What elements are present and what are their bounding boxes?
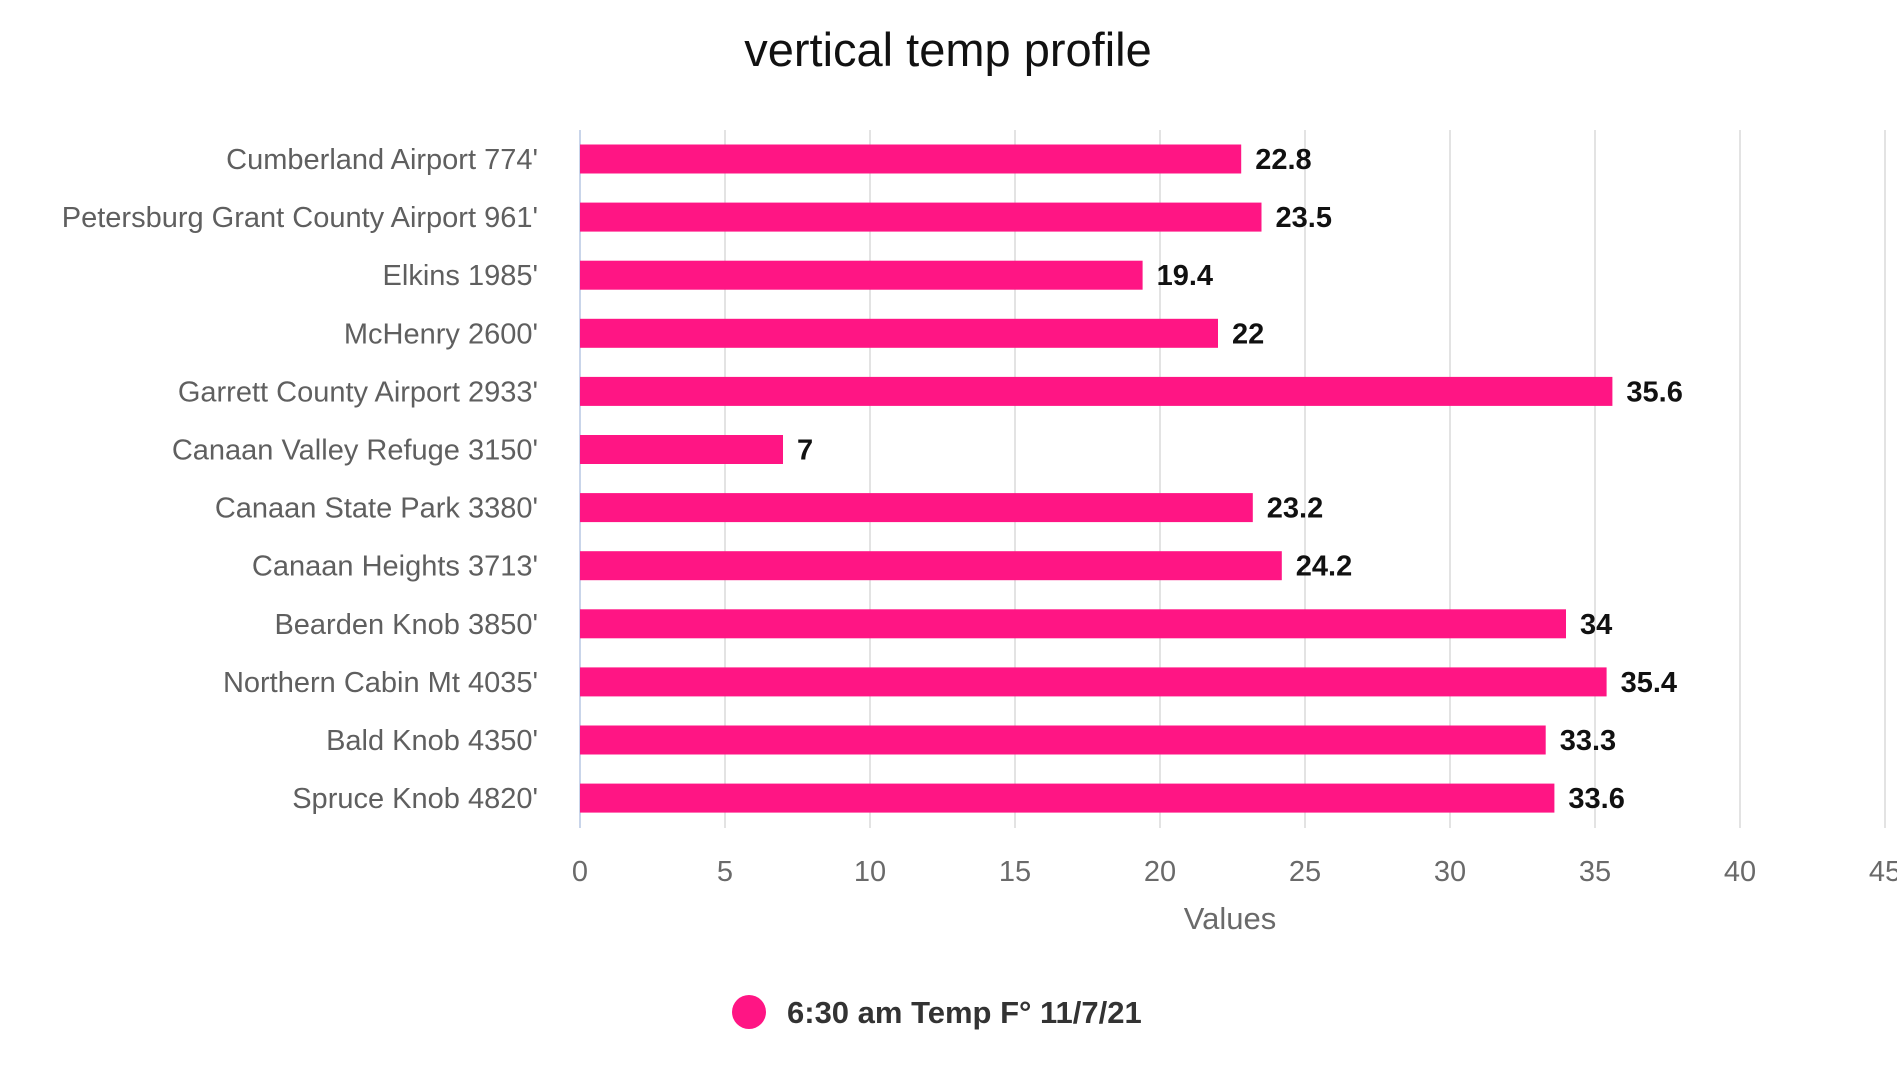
data-label: 19.4	[1157, 260, 1213, 292]
bar[interactable]	[580, 260, 1143, 290]
bar[interactable]	[580, 144, 1242, 174]
legend-label: 6:30 am Temp F° 11/7/21	[787, 995, 1142, 1030]
data-label: 35.6	[1626, 376, 1682, 408]
bar[interactable]	[580, 318, 1218, 348]
x-tick-label: 35	[1579, 856, 1611, 888]
category-label: Elkins 1985'	[383, 260, 538, 292]
category-label: Petersburg Grant County Airport 961'	[62, 202, 538, 234]
x-axis-ticks: 0 5 10 15 20 25 30 35 40 45	[572, 856, 1897, 888]
category-label: Garrett County Airport 2933'	[178, 376, 538, 408]
bar[interactable]	[580, 493, 1253, 523]
data-label: 33.6	[1568, 783, 1624, 815]
category-label: Canaan Valley Refuge 3150'	[172, 435, 538, 467]
data-label: 24.2	[1296, 551, 1352, 583]
x-tick-label: 5	[717, 856, 733, 888]
grid-lines	[579, 130, 1886, 828]
bar[interactable]	[580, 609, 1566, 639]
x-tick-label: 0	[572, 856, 588, 888]
data-labels: 22.8 23.5 19.4 22 35.6 7 23.2 24.2 34 35.433.3 33.…	[797, 144, 1683, 815]
x-tick-label: 15	[999, 856, 1031, 888]
category-label: Canaan State Park 3380'	[215, 493, 538, 525]
x-tick-label: 40	[1724, 856, 1756, 888]
data-label: 23.5	[1276, 202, 1332, 234]
category-label: Bearden Knob 3850'	[274, 609, 538, 641]
x-tick-label: 10	[854, 856, 886, 888]
bar[interactable]	[580, 376, 1613, 406]
bar[interactable]	[580, 435, 783, 464]
x-tick-label: 45	[1869, 856, 1897, 888]
chart-title: vertical temp profile	[744, 23, 1152, 76]
bars	[580, 144, 1613, 813]
category-label: Canaan Heights 3713'	[252, 551, 538, 583]
data-label: 22.8	[1255, 144, 1311, 176]
category-label: Cumberland Airport 774'	[226, 144, 538, 176]
category-label: McHenry 2600'	[344, 318, 538, 350]
legend[interactable]: 6:30 am Temp F° 11/7/21	[732, 995, 1142, 1030]
bar[interactable]	[580, 551, 1282, 581]
bar[interactable]	[580, 667, 1607, 697]
category-label: Spruce Knob 4820'	[292, 783, 538, 815]
category-labels: Cumberland Airport 774' Petersburg Grant …	[62, 144, 538, 815]
bar[interactable]	[580, 725, 1546, 755]
data-label: 35.4	[1621, 667, 1677, 699]
category-label: Northern Cabin Mt 4035'	[223, 667, 538, 699]
category-label: Bald Knob 4350'	[326, 725, 538, 757]
data-label: 23.2	[1267, 493, 1323, 525]
legend-swatch	[732, 995, 766, 1029]
x-tick-label: 20	[1144, 856, 1176, 888]
bar[interactable]	[580, 202, 1262, 232]
x-axis-title: Values	[1184, 901, 1277, 936]
x-tick-label: 30	[1434, 856, 1466, 888]
x-tick-label: 25	[1289, 856, 1321, 888]
data-label: 7	[797, 435, 813, 467]
bar[interactable]	[580, 783, 1555, 813]
data-label: 22	[1232, 318, 1264, 350]
data-label: 34	[1580, 609, 1612, 641]
data-label: 33.3	[1560, 725, 1616, 757]
